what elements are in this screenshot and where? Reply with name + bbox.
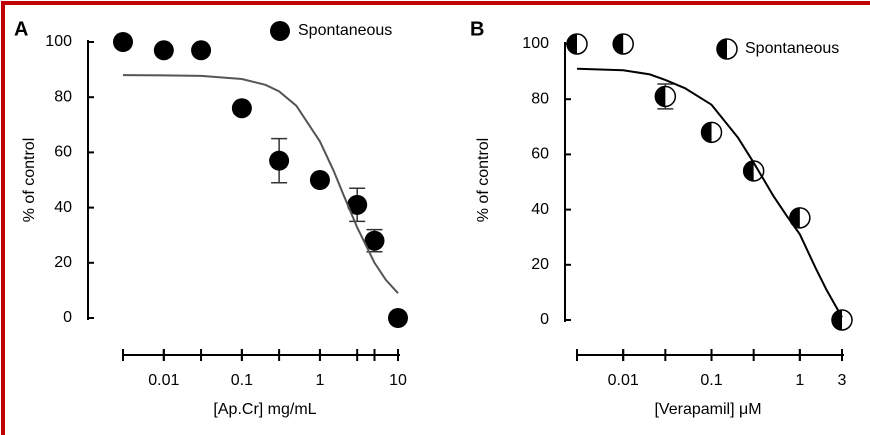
- marker-half: [701, 122, 712, 143]
- legend-label: Spontaneous: [298, 22, 392, 39]
- legend-label: Spontaneous: [745, 40, 839, 57]
- x-tick-label: 1: [315, 372, 324, 389]
- marker-half: [655, 86, 666, 107]
- marker-dot: [113, 32, 133, 52]
- marker-half: [743, 160, 754, 181]
- marker: [700, 121, 723, 144]
- marker: [789, 207, 811, 229]
- y-tick-label: 100: [522, 35, 549, 52]
- marker-half: [832, 310, 842, 330]
- panel-label: B: [470, 18, 484, 40]
- marker: [566, 33, 588, 55]
- y-axis-label: % of control: [21, 138, 38, 222]
- marker: [347, 194, 368, 215]
- legend-marker: [716, 38, 738, 60]
- y-tick-label: 20: [54, 254, 72, 271]
- marker-half: [717, 39, 727, 59]
- x-tick-label: 3: [838, 372, 847, 389]
- x-tick-label: 0.1: [231, 372, 253, 389]
- x-tick-label: 10: [389, 372, 407, 389]
- x-axis-label: [Ap.Cr] mg/mL: [213, 401, 316, 418]
- x-axis-label: [Verapamil] μM: [654, 401, 761, 418]
- marker-dot: [347, 194, 368, 215]
- marker-dot: [269, 150, 290, 171]
- y-tick-label: 0: [540, 311, 549, 328]
- y-tick-label: 80: [531, 90, 549, 107]
- y-tick-label: 20: [531, 256, 549, 273]
- marker: [269, 150, 290, 171]
- marker: [231, 98, 252, 119]
- marker: [309, 170, 330, 190]
- y-tick-label: 0: [63, 309, 72, 326]
- marker-dot: [191, 40, 212, 61]
- marker-dot: [388, 308, 408, 328]
- y-tick-label: 40: [54, 199, 72, 216]
- y-axis-label: % of control: [475, 138, 492, 222]
- marker: [153, 40, 174, 61]
- x-tick-label: 0.01: [148, 372, 179, 389]
- marker-dot: [270, 21, 290, 41]
- marker: [191, 40, 212, 61]
- y-tick-label: 80: [54, 88, 72, 105]
- y-tick-label: 60: [54, 144, 72, 161]
- marker: [831, 309, 853, 331]
- x-tick-label: 0.01: [608, 372, 639, 389]
- marker-half: [613, 34, 624, 54]
- marker: [364, 230, 385, 251]
- x-tick-label: 1: [795, 372, 804, 389]
- y-tick-label: 100: [45, 33, 72, 50]
- x-tick-label: 0.1: [700, 372, 722, 389]
- marker-dot: [309, 170, 330, 190]
- marker-dot: [231, 98, 252, 119]
- legend-marker: [270, 21, 290, 41]
- fit-curve: [122, 74, 399, 294]
- marker: [654, 85, 677, 108]
- panel-label: A: [14, 18, 28, 40]
- marker-dot: [364, 230, 385, 251]
- marker: [742, 160, 765, 182]
- marker: [388, 308, 408, 328]
- fit-curve: [576, 67, 843, 318]
- y-tick-label: 40: [531, 201, 549, 218]
- y-tick-label: 60: [531, 146, 549, 163]
- marker-half: [567, 34, 577, 54]
- marker: [113, 32, 133, 52]
- marker: [612, 33, 634, 55]
- marker-dot: [153, 40, 174, 61]
